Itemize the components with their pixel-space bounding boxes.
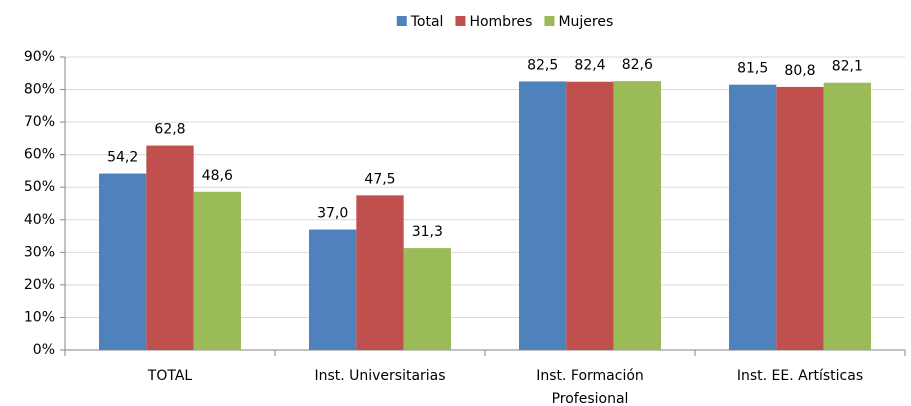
data-label: 82,6 <box>622 57 653 73</box>
x-tick-label: TOTAL <box>147 368 193 384</box>
bar <box>146 145 194 350</box>
bar <box>729 84 777 350</box>
data-label: 80,8 <box>784 63 815 79</box>
x-tick-label-line: Profesional <box>552 391 629 406</box>
bar <box>99 173 147 350</box>
y-tick-label: 30% <box>24 244 55 260</box>
y-tick-label: 0% <box>33 342 55 358</box>
data-label: 31,3 <box>412 224 443 240</box>
data-label: 82,5 <box>527 57 558 73</box>
data-label: 82,4 <box>574 58 605 74</box>
x-tick-label-line: Inst. Formación <box>536 368 644 384</box>
legend-label: Total <box>410 14 444 30</box>
x-tick-label: Inst. Formación Profesional <box>536 368 644 406</box>
data-label: 48,6 <box>202 168 233 184</box>
data-label: 54,2 <box>107 150 138 166</box>
y-tick-label: 10% <box>24 309 55 325</box>
bar <box>356 195 404 350</box>
y-tick-label: 90% <box>24 49 55 65</box>
y-tick-label: 70% <box>24 114 55 130</box>
y-tick-label: 20% <box>24 277 55 293</box>
legend-label: Hombres <box>469 14 532 30</box>
bar <box>519 81 567 351</box>
bar <box>403 248 451 350</box>
bar <box>823 82 871 351</box>
legend-swatch <box>544 16 555 26</box>
data-label: 62,8 <box>154 122 185 138</box>
x-tick-label: Inst. EE. Artísticas <box>737 368 863 384</box>
y-tick-label: 50% <box>24 179 55 195</box>
y-tick-label: 60% <box>24 147 55 163</box>
legend-swatch <box>455 16 466 26</box>
bar <box>566 81 614 351</box>
y-tick-label: 80% <box>24 82 55 98</box>
data-label: 82,1 <box>832 59 863 75</box>
y-tick-label: 40% <box>24 212 55 228</box>
bar <box>193 191 241 350</box>
bar <box>309 229 357 350</box>
bar <box>776 86 824 350</box>
legend-swatch <box>396 16 407 26</box>
x-tick-label: Inst. Universitarias <box>314 368 445 384</box>
data-label: 81,5 <box>737 61 768 77</box>
data-label: 47,5 <box>364 171 395 187</box>
data-label: 37,0 <box>317 206 348 222</box>
legend: Total Hombres Mujeres <box>396 14 613 30</box>
bar <box>613 81 661 350</box>
legend-label: Mujeres <box>558 14 613 30</box>
